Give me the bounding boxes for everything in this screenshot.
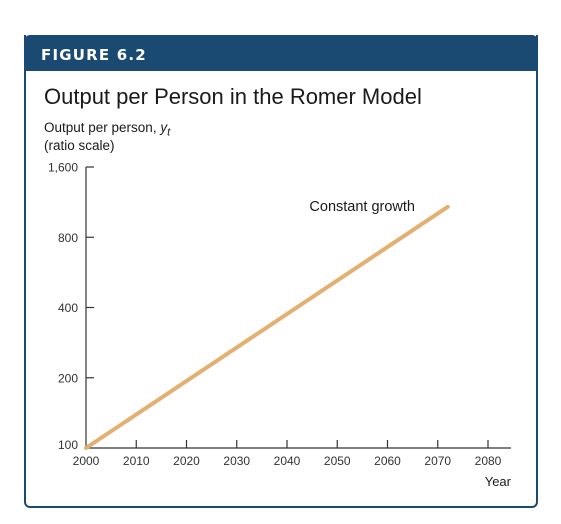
y-axis-label: Output per person, yt xyxy=(44,120,170,139)
figure-title: Output per Person in the Romer Model xyxy=(44,84,422,109)
x-tick-label: 2050 xyxy=(324,454,351,468)
y-axis-label-text: Output per person, xyxy=(44,120,161,135)
constant-growth-line xyxy=(84,204,450,450)
y-axis-scale-note: (ratio scale) xyxy=(44,138,115,153)
x-tick-label: 2020 xyxy=(173,454,200,468)
x-tick-label: 2030 xyxy=(223,454,250,468)
x-tick-label: 2040 xyxy=(274,454,301,468)
x-tick-label: 2080 xyxy=(475,454,502,468)
y-axis-label-subscript: t xyxy=(167,126,171,139)
y-tick-label: 800 xyxy=(58,231,78,245)
y-tick-label: 100 xyxy=(58,438,78,452)
constant-growth-annotation: Constant growth xyxy=(309,199,415,215)
figure-label: FIGURE 6.2 xyxy=(24,35,538,71)
x-tick-label: 2000 xyxy=(73,454,100,468)
x-tick-label: 2070 xyxy=(424,454,451,468)
figure-panel xyxy=(24,35,538,508)
x-axis-label: Year xyxy=(485,474,512,489)
y-tick-label: 200 xyxy=(58,371,78,385)
x-tick-label: 2060 xyxy=(374,454,401,468)
y-tick-label: 1,600 xyxy=(48,161,78,175)
x-tick-label: 2010 xyxy=(123,454,150,468)
y-tick-label: 400 xyxy=(58,301,78,315)
y-axis-label-variable: y xyxy=(160,120,168,135)
